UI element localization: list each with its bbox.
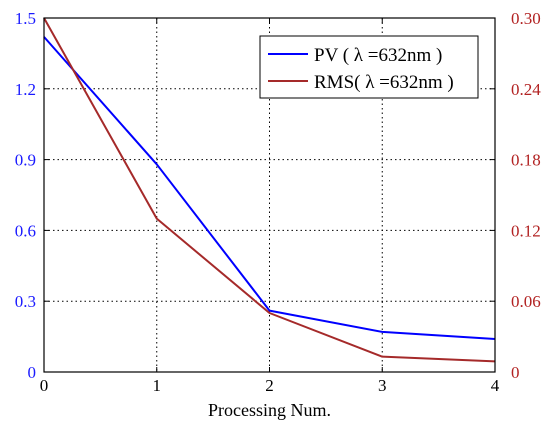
right-y-tick-label: 0 [511,363,520,382]
left-y-tick-label: 0.6 [15,221,36,240]
left-y-tick-label: 0.3 [15,292,36,311]
right-y-tick-label: 0.30 [511,9,541,28]
x-tick-label: 2 [265,376,274,395]
left-y-tick-label: 0 [28,363,37,382]
left-y-axis-ticks: 0 0.3 0.6 0.9 1.2 1.5 [15,9,49,382]
right-y-tick-label: 0.12 [511,221,541,240]
right-y-tick-label: 0.24 [511,80,541,99]
series-lines [43,17,496,363]
series-line-rms [43,17,496,363]
right-y-tick-label: 0.18 [511,151,541,170]
x-tick-label: 1 [153,376,162,395]
x-tick-label: 0 [40,376,49,395]
x-tick-label: 3 [378,376,387,395]
legend-entry-label: RMS( λ =632nm ) [314,72,454,93]
x-axis-ticks: 0 1 2 3 4 [40,18,500,395]
right-y-axis-ticks: 0 0.06 0.12 0.18 0.24 0.30 [490,9,541,382]
x-tick-label: 4 [491,376,500,395]
x-axis-label: Processing Num. [208,400,331,420]
legend: PV ( λ =632nm ) RMS( λ =632nm ) [259,35,479,99]
right-y-tick-label: 0.06 [511,292,541,311]
series-line-pv [43,36,496,340]
left-y-tick-label: 0.9 [15,151,36,170]
left-y-tick-label: 1.2 [15,80,36,99]
legend-entry-label: PV ( λ =632nm ) [314,45,442,66]
left-y-tick-label: 1.5 [15,9,36,28]
legend-box [259,35,479,99]
